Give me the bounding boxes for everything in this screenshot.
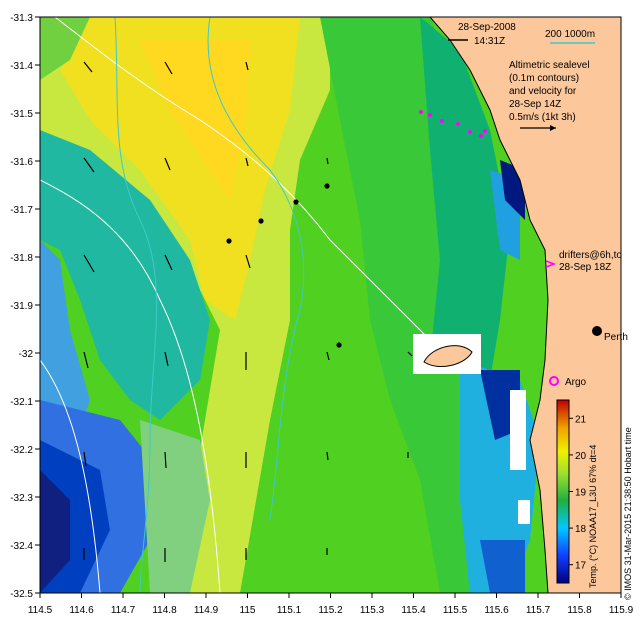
colorbar-tick-label: 20 bbox=[575, 451, 587, 462]
y-tick-label: -32.5 bbox=[10, 589, 33, 600]
y-tick-label: -31.9 bbox=[10, 301, 33, 312]
svg-text:28-Sep 14Z: 28-Sep 14Z bbox=[509, 99, 561, 110]
x-tick-label: 114.7 bbox=[111, 605, 136, 616]
colorbar-ticks: 21 20 19 18 17 bbox=[569, 414, 587, 572]
x-tick-label: 114.6 bbox=[69, 605, 94, 616]
svg-text:Altimetric sealevel: Altimetric sealevel bbox=[509, 60, 590, 71]
perth-label: Perth bbox=[604, 332, 628, 343]
scale-label: 200 1000m bbox=[545, 29, 595, 40]
y-tick-label: -32.2 bbox=[10, 445, 33, 456]
velocity-legend: Altimetric sealevel (0.1m contours) and … bbox=[509, 60, 590, 131]
x-tick-label: 115.1 bbox=[277, 605, 302, 616]
colorbar-tick-label: 21 bbox=[575, 414, 587, 425]
x-tick-label: 115.6 bbox=[484, 605, 509, 616]
x-tick-label: 115.4 bbox=[401, 605, 426, 616]
drifters-label: drifters@6h,to bbox=[559, 250, 622, 261]
map-date: 28-Sep-2008 bbox=[458, 22, 516, 33]
colorbar-label: Temp. (°C) NOAA17_L3U 67% dt=4 bbox=[588, 445, 598, 588]
x-axis: 114.5 114.6 114.7 114.8 114.9 115 115.1 115.2 11… bbox=[28, 593, 634, 616]
colorbar-tick-label: 17 bbox=[575, 561, 587, 572]
y-tick-label: -32.3 bbox=[10, 493, 33, 504]
x-tick-label: 115.3 bbox=[360, 605, 385, 616]
y-tick-label: -31.4 bbox=[10, 61, 33, 72]
y-tick-label: -31.6 bbox=[10, 157, 33, 168]
y-axis: -31.3 -31.4 -31.5 -31.6 -31.7 -31.8 -31.9 -32 -3… bbox=[10, 13, 40, 600]
drifters-time: 28-Sep 18Z bbox=[559, 262, 611, 273]
map-time: 14:31Z bbox=[474, 36, 505, 47]
svg-text:0.5m/s (1kt 3h): 0.5m/s (1kt 3h) bbox=[509, 112, 576, 123]
svg-text:(0.1m contours): (0.1m contours) bbox=[509, 73, 579, 84]
drifter-track bbox=[419, 110, 487, 138]
credit-text: © IMOS 31-Mar-2015 21:38:50 Hobart time bbox=[623, 427, 633, 600]
y-tick-label: -32.4 bbox=[10, 541, 33, 552]
drifter-arrow-icon bbox=[545, 260, 557, 268]
y-tick-label: -31.7 bbox=[10, 205, 33, 216]
x-tick-label: 115 bbox=[240, 605, 256, 616]
sst-field bbox=[40, 17, 621, 593]
y-tick-label: -32.1 bbox=[10, 397, 33, 408]
x-tick-label: 114.9 bbox=[194, 605, 219, 616]
colorbar-tick-label: 19 bbox=[575, 488, 587, 499]
colorbar-tick-label: 18 bbox=[575, 524, 587, 535]
y-tick-label: -31.3 bbox=[10, 13, 33, 24]
colorbar bbox=[556, 399, 570, 584]
y-tick-label: -32 bbox=[19, 349, 34, 360]
x-tick-label: 115.9 bbox=[609, 605, 634, 616]
x-tick-label: 114.5 bbox=[28, 605, 53, 616]
svg-text:and velocity for: and velocity for bbox=[509, 86, 577, 97]
x-tick-label: 115.8 bbox=[567, 605, 592, 616]
y-tick-label: -31.5 bbox=[10, 109, 33, 120]
velocity-arrows bbox=[83, 61, 413, 562]
y-tick-label: -31.8 bbox=[10, 253, 33, 264]
argo-label: Argo bbox=[565, 377, 587, 388]
x-tick-label: 114.8 bbox=[152, 605, 177, 616]
x-tick-label: 115.7 bbox=[526, 605, 551, 616]
x-tick-label: 115.2 bbox=[318, 605, 343, 616]
x-tick-label: 115.5 bbox=[443, 605, 468, 616]
